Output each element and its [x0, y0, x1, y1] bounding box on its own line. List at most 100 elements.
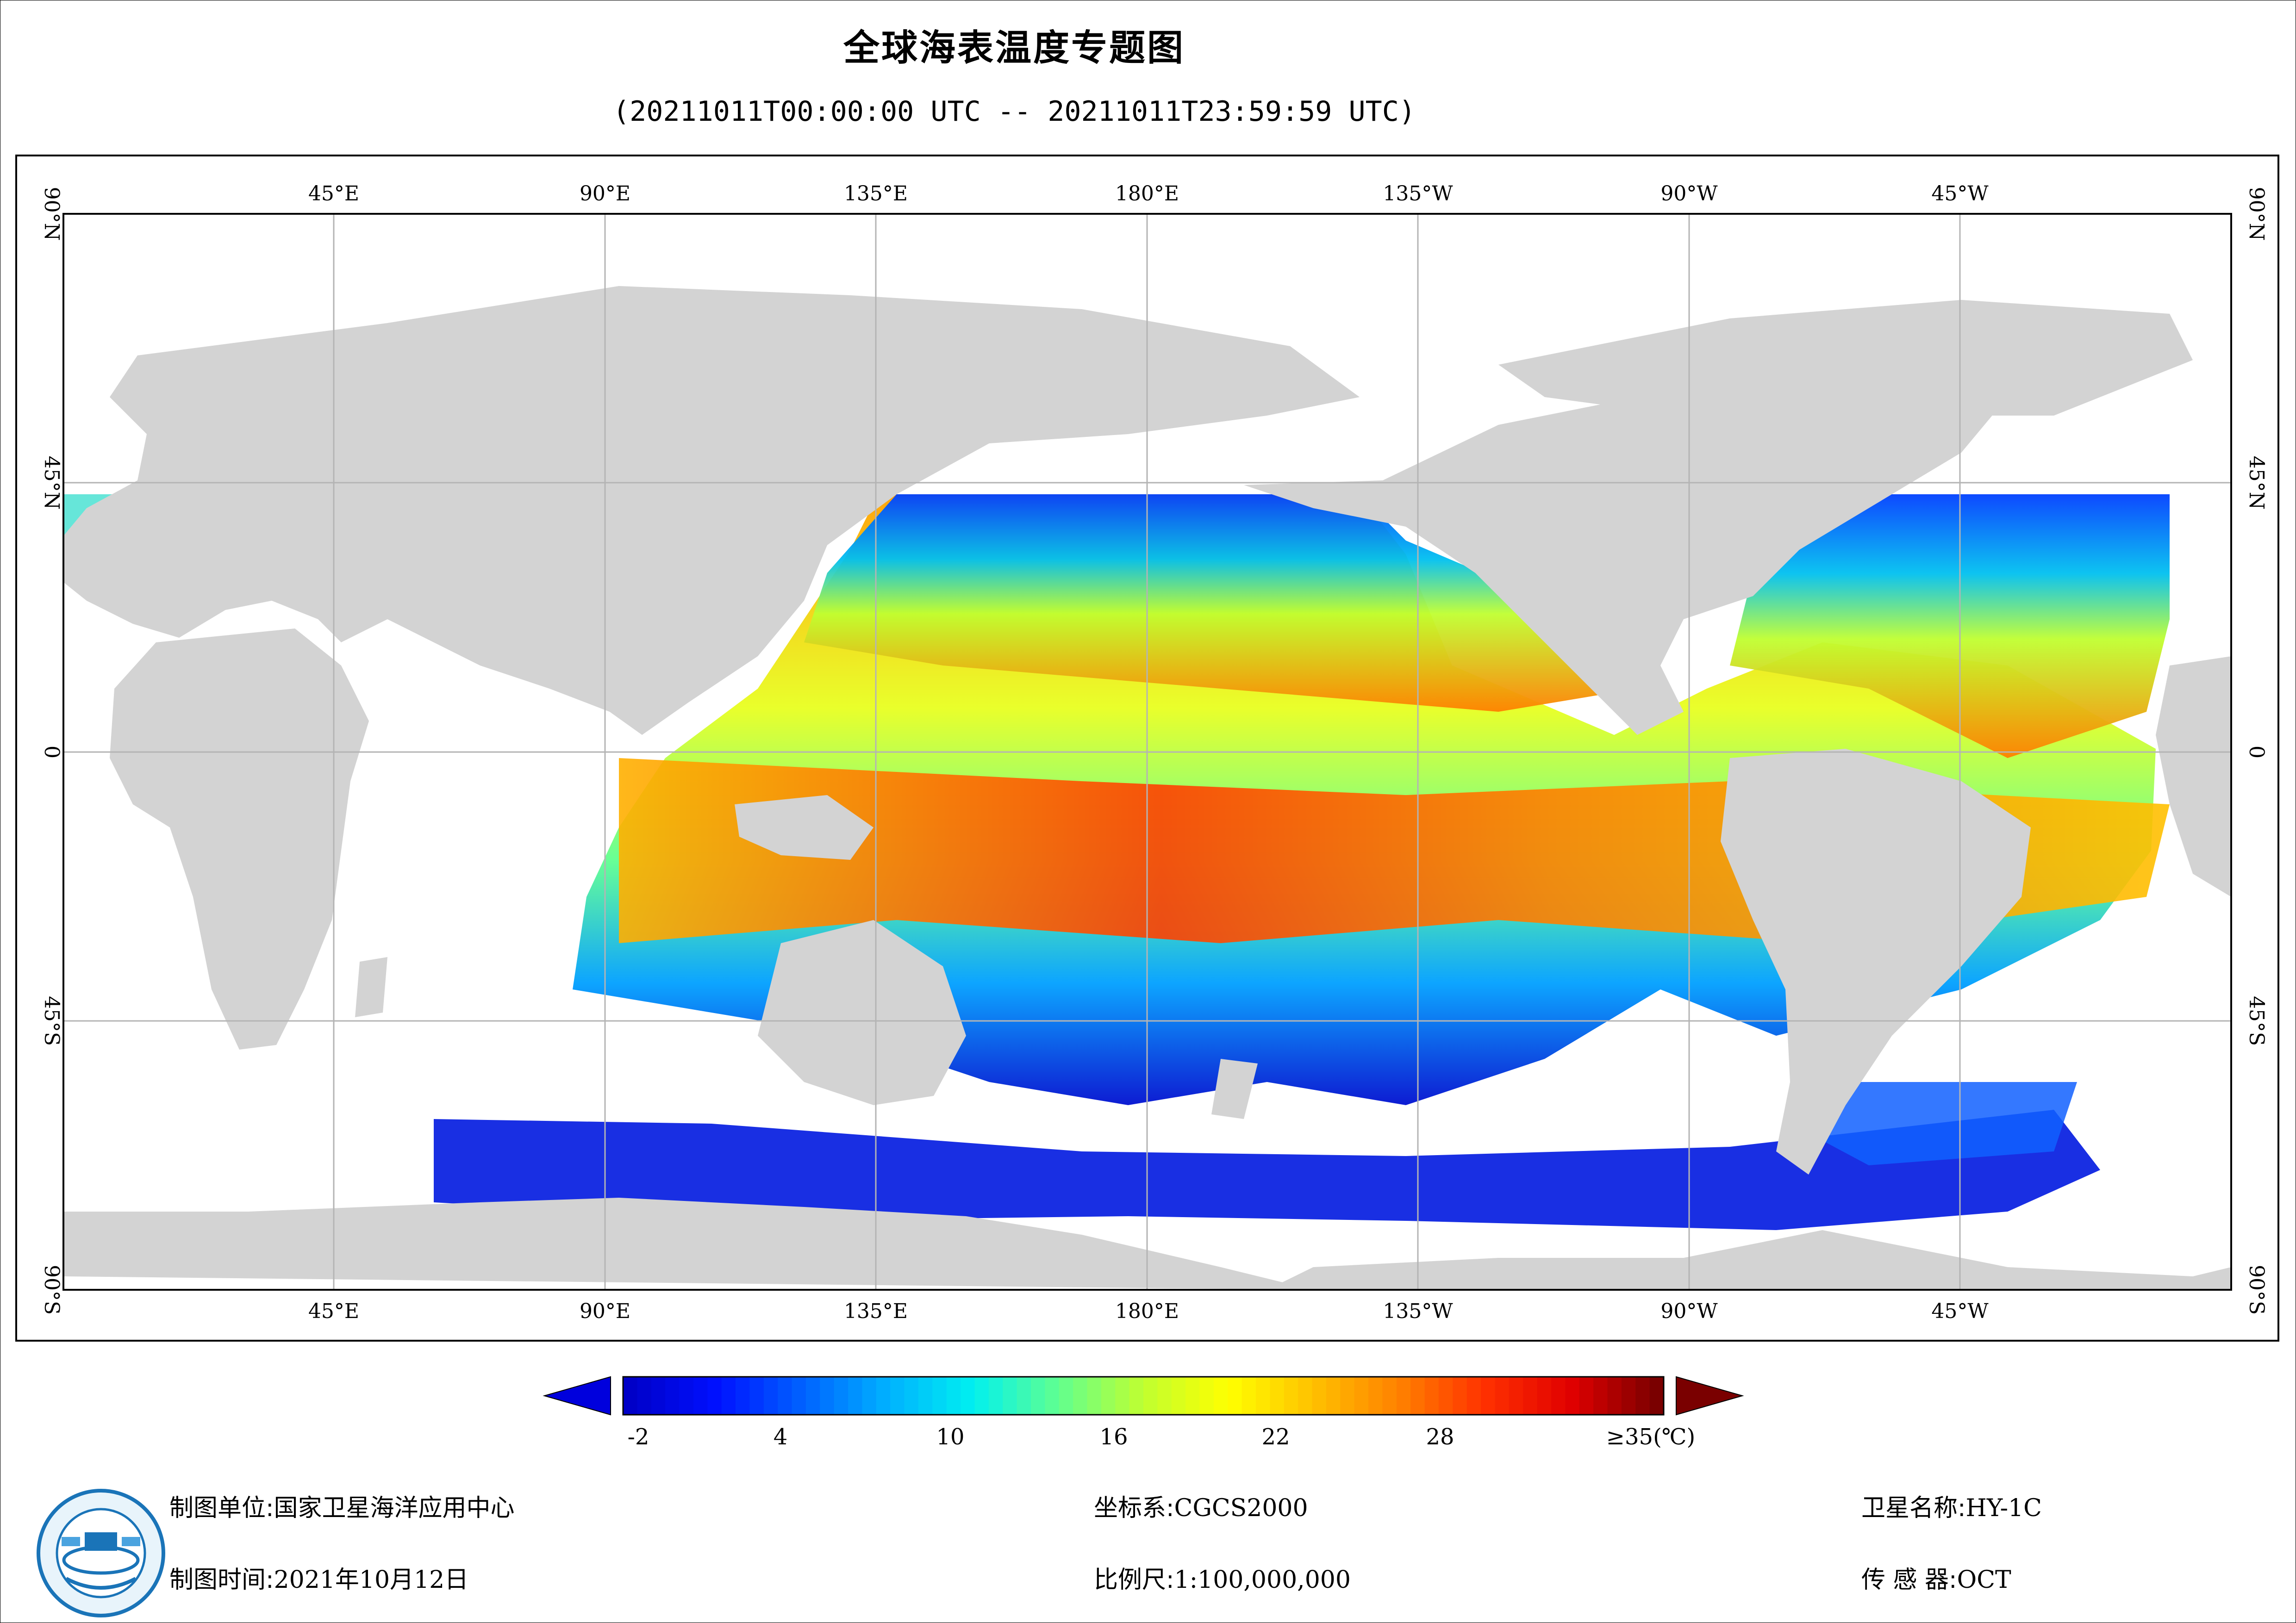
lon-label-top: 45°E [308, 182, 359, 205]
page-title: 全球海表温度专题图 [843, 27, 1185, 69]
colorbar-tick-label: 10 [936, 1424, 964, 1450]
colorbar-cell [1270, 1377, 1285, 1415]
lon-label-bottom: 45°E [308, 1300, 359, 1323]
colorbar-cells [622, 1376, 1665, 1416]
north-america-landmass [1244, 388, 2008, 735]
colorbar-cell [1368, 1377, 1383, 1415]
colorbar-cell [961, 1377, 975, 1415]
scale-value: 1:100,000,000 [1174, 1566, 1351, 1594]
colorbar-frame [622, 1376, 1665, 1416]
colorbar-tick-label: 4 [774, 1424, 788, 1450]
satellite-label: 卫星名称: [1861, 1494, 1966, 1522]
lat-label-right: 90°S [2245, 1265, 2268, 1315]
colorbar-cell [1438, 1377, 1453, 1415]
colorbar-cell [1326, 1377, 1341, 1415]
lon-labels-top: 45°E 90°E 135°E 180°E 135°W 90°W 45°W [308, 182, 1989, 205]
production-time-label: 制图时间: [169, 1566, 274, 1594]
lat-label-right: 45°N [2245, 456, 2268, 510]
coordinate-system-label: 坐标系: [1094, 1494, 1174, 1522]
colorbar-cell [763, 1377, 778, 1415]
colorbar-cell [1523, 1377, 1538, 1415]
colorbar-cell [1607, 1377, 1622, 1415]
colorbar-cell [1579, 1377, 1594, 1415]
colorbar-cell [1017, 1377, 1031, 1415]
lon-labels-bottom: 45°E 90°E 135°E 180°E 135°W 90°W 45°W [308, 1300, 1989, 1323]
sst-map: 45°E 90°E 135°E 180°E 135°W 90°W 45°W 45… [40, 182, 2268, 1323]
colorbar-cell [1143, 1377, 1158, 1415]
greenland-arctic-landmass [1498, 300, 2193, 416]
colorbar-cell [876, 1377, 891, 1415]
lat-label-right: 0 [2245, 746, 2268, 759]
colorbar-cell [848, 1377, 863, 1415]
colorbar-cell [1045, 1377, 1060, 1415]
colorbar-cell [820, 1377, 835, 1415]
colorbar-cell [792, 1377, 806, 1415]
colorbar-cell [665, 1377, 680, 1415]
colorbar-cell [1354, 1377, 1369, 1415]
colorbar-cell [904, 1377, 919, 1415]
colorbar: -2 4 10 16 22 28 ≥35(℃) [543, 1376, 1744, 1450]
colorbar-cell [918, 1377, 933, 1415]
lon-label-bottom: 135°W [1383, 1300, 1453, 1323]
colorbar-cell [707, 1377, 722, 1415]
colorbar-cell [1129, 1377, 1144, 1415]
colorbar-cell [1031, 1377, 1045, 1415]
lat-label-right: 45°S [2245, 996, 2268, 1046]
map-frame: 45°E 90°E 135°E 180°E 135°W 90°W 45°W 45… [15, 155, 2279, 1342]
lon-label-bottom: 135°E [844, 1300, 908, 1323]
colorbar-tick-label: 16 [1099, 1424, 1128, 1450]
colorbar-cell [1382, 1377, 1397, 1415]
colorbar-cell [693, 1377, 708, 1415]
colorbar-cell [1185, 1377, 1200, 1415]
colorbar-cell [1495, 1377, 1510, 1415]
africa-landmass [110, 628, 369, 1050]
colorbar-cell [1509, 1377, 1523, 1415]
colorbar-cell [1551, 1377, 1566, 1415]
colorbar-cell [1453, 1377, 1467, 1415]
lon-label-top: 45°W [1931, 182, 1989, 205]
colorbar-cell [805, 1377, 820, 1415]
production-time-info: 制图时间:2021年10月12日 [169, 1560, 468, 1595]
coordinate-system-value: CGCS2000 [1174, 1494, 1308, 1522]
colorbar-cell [1312, 1377, 1327, 1415]
colorbar-cell [1537, 1377, 1552, 1415]
colorbar-cell [736, 1377, 750, 1415]
colorbar-cell [1059, 1377, 1073, 1415]
colorbar-cell [1213, 1377, 1228, 1415]
colorbar-cell [637, 1377, 652, 1415]
colorbar-cell [1649, 1377, 1664, 1415]
colorbar-cell [1340, 1377, 1355, 1415]
coordinate-system-info: 坐标系:CGCS2000 [1094, 1488, 1308, 1523]
colorbar-cell [1424, 1377, 1439, 1415]
lat-label-left: 45°S [40, 996, 63, 1046]
lon-label-top: 90°W [1660, 182, 1718, 205]
japan-landmass [637, 480, 702, 554]
colorbar-cell [1481, 1377, 1496, 1415]
colorbar-cell [1087, 1377, 1102, 1415]
lon-label-bottom: 90°E [580, 1300, 630, 1323]
colorbar-cell [1073, 1377, 1088, 1415]
colorbar-cell [1171, 1377, 1186, 1415]
colorbar-cell [946, 1377, 961, 1415]
new-guinea-landmass [735, 795, 873, 860]
colorbar-cell [1256, 1377, 1270, 1415]
antarctica-east-landmass [1267, 1230, 2231, 1290]
australia-landmass [758, 920, 966, 1105]
colorbar-cell [1284, 1377, 1298, 1415]
colorbar-tick-label: ≥35(℃) [1606, 1424, 1695, 1450]
colorbar-tick-label: 22 [1261, 1424, 1290, 1450]
colorbar-cell [890, 1377, 905, 1415]
colorbar-tick-label: 28 [1426, 1424, 1454, 1450]
colorbar-tick-label: -2 [628, 1424, 649, 1450]
producer-label: 制图单位: [169, 1494, 274, 1522]
colorbar-cell [1003, 1377, 1017, 1415]
colorbar-cell [1621, 1377, 1636, 1415]
lon-label-bottom: 180°E [1115, 1300, 1179, 1323]
colorbar-cell [1199, 1377, 1214, 1415]
colorbar-cell [651, 1377, 666, 1415]
colorbar-cell [862, 1377, 877, 1415]
antarctica-west-landmass [63, 1198, 1313, 1290]
colorbar-cell [988, 1377, 1003, 1415]
lat-label-left: 90°N [40, 187, 63, 241]
